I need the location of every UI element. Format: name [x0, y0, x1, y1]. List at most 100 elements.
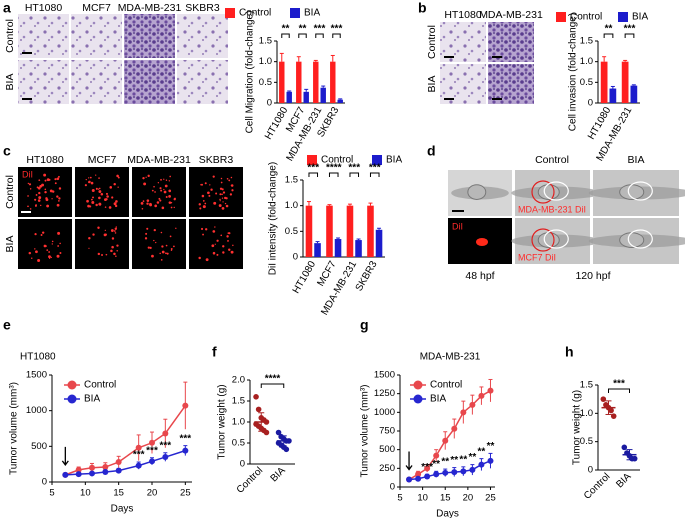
point	[460, 409, 467, 416]
panel-letter: c	[3, 143, 11, 159]
significance-bracket	[608, 388, 630, 393]
cell-spot	[159, 252, 161, 255]
cell-spot	[115, 226, 118, 228]
point	[600, 396, 607, 402]
cell-spot	[166, 252, 169, 255]
cell-spot	[147, 246, 150, 249]
cell-spot	[111, 237, 115, 240]
significance-bracket	[308, 172, 319, 177]
cell-spot	[230, 250, 234, 254]
significance-bracket	[260, 383, 285, 388]
cell-spot	[201, 194, 205, 198]
cell-spot	[219, 193, 222, 196]
cell-spot	[41, 231, 45, 234]
cell-spot	[212, 251, 216, 255]
significance: ***	[369, 163, 381, 174]
cell-spot	[29, 208, 32, 210]
cell-spot	[216, 253, 219, 256]
y-tick-label: 1.0	[232, 417, 245, 428]
y-axis-title: Tumor volume (mm³)	[9, 382, 20, 475]
x-tick-label: HT1080	[291, 259, 319, 296]
cell-spot	[146, 227, 149, 230]
point	[102, 469, 109, 476]
cell-spot	[220, 181, 223, 184]
y-tick-label: 1.0	[285, 200, 298, 211]
cell-spot	[227, 239, 229, 242]
cell-spot	[29, 188, 32, 190]
micrograph	[18, 14, 69, 58]
cell-spot	[40, 234, 43, 236]
fluorescence-image	[18, 219, 72, 269]
y-axis-title: DiI intensity (fold-change)	[268, 162, 279, 275]
image-column-label: SKBR3	[199, 154, 234, 166]
cell-spot	[230, 176, 233, 179]
bar	[630, 85, 638, 103]
cell-spot	[155, 241, 157, 244]
significance: ***	[331, 24, 343, 35]
cell-spot	[110, 229, 114, 232]
cell-spot	[170, 247, 173, 250]
cell-spot	[114, 204, 118, 208]
cell-spot	[95, 203, 98, 207]
point	[182, 447, 189, 454]
y-tick-label: 0	[588, 465, 593, 476]
cell-spot	[37, 199, 41, 202]
cell-spot	[212, 175, 215, 178]
cell-spot	[140, 202, 144, 205]
significance-bracket	[603, 33, 614, 38]
cell-spot	[151, 254, 154, 258]
cell-spot	[35, 250, 38, 254]
legend-label: Control	[321, 155, 353, 166]
cell-spot	[164, 184, 168, 188]
cell-spot	[219, 200, 221, 202]
image-column-label: HT1080	[25, 2, 63, 14]
cell-spot	[198, 256, 201, 260]
cell-spot	[116, 174, 119, 178]
point	[478, 461, 485, 468]
cell-spot	[109, 186, 113, 189]
series-line	[65, 449, 186, 476]
significance: **	[282, 24, 290, 35]
cell-spot	[113, 202, 117, 206]
fluorescence-image	[75, 219, 129, 269]
y-tick-label: 1000	[374, 407, 395, 418]
cell-spot	[44, 245, 47, 248]
cell-spot	[157, 182, 160, 184]
point	[135, 444, 142, 451]
cell-spot	[90, 181, 94, 185]
cell-spot	[168, 194, 171, 198]
cell-spot	[98, 177, 100, 179]
cell-spot	[116, 250, 118, 252]
bar	[367, 205, 374, 257]
image-row-label: BIA	[426, 76, 438, 93]
cell-spot	[144, 237, 148, 240]
bar	[609, 88, 617, 103]
zebrafish-yolk	[467, 184, 487, 200]
image-column-label: MCF7	[82, 2, 111, 14]
cell-spot	[142, 177, 145, 180]
cell-spot	[104, 233, 107, 236]
cell-spot	[141, 207, 144, 210]
y-tick-label: 0	[267, 98, 272, 109]
cell-spot	[225, 204, 229, 208]
cell-spot	[37, 259, 41, 263]
image-column-label: MDA-MB-231	[479, 9, 543, 21]
cell-spot	[91, 200, 95, 204]
point	[406, 476, 413, 483]
y-tick-label: 1.5	[259, 36, 272, 47]
dii-signal	[476, 238, 488, 246]
cell-spot	[117, 176, 120, 179]
bar	[326, 205, 333, 257]
cell-spot	[108, 206, 112, 209]
image-column-label: BIA	[628, 154, 645, 166]
cell-spot	[219, 187, 223, 190]
point	[162, 454, 169, 461]
legend-label: Control	[430, 380, 462, 391]
y-tick-label: 0.5	[259, 77, 272, 88]
point	[182, 402, 189, 409]
fluorescence-image	[132, 219, 186, 269]
cell-spot	[113, 230, 116, 232]
cell-spot	[59, 242, 61, 245]
cell-spot	[147, 174, 150, 177]
